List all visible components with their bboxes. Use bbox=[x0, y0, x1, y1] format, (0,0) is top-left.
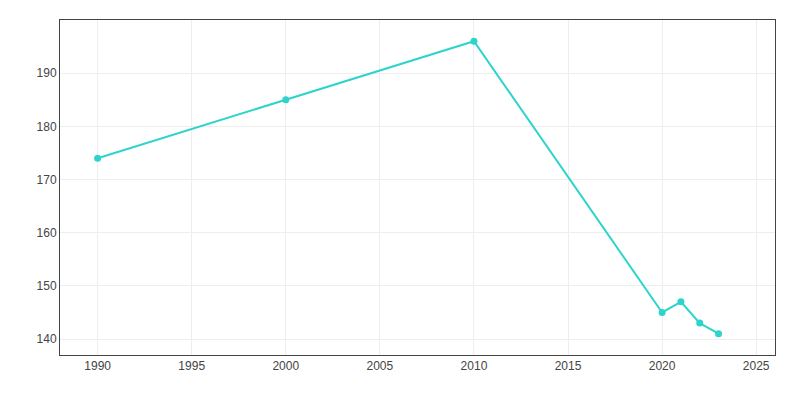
svg-text:150: 150 bbox=[37, 279, 57, 293]
svg-text:2010: 2010 bbox=[461, 359, 488, 373]
svg-text:190: 190 bbox=[37, 66, 57, 80]
svg-text:160: 160 bbox=[37, 226, 57, 240]
svg-text:2025: 2025 bbox=[743, 359, 770, 373]
svg-text:180: 180 bbox=[37, 120, 57, 134]
svg-text:1995: 1995 bbox=[178, 359, 205, 373]
svg-text:170: 170 bbox=[37, 173, 57, 187]
svg-text:2005: 2005 bbox=[367, 359, 394, 373]
svg-text:2000: 2000 bbox=[272, 359, 299, 373]
svg-text:1990: 1990 bbox=[84, 359, 111, 373]
svg-text:140: 140 bbox=[37, 332, 57, 346]
svg-text:2015: 2015 bbox=[555, 359, 582, 373]
svg-text:2020: 2020 bbox=[649, 359, 676, 373]
